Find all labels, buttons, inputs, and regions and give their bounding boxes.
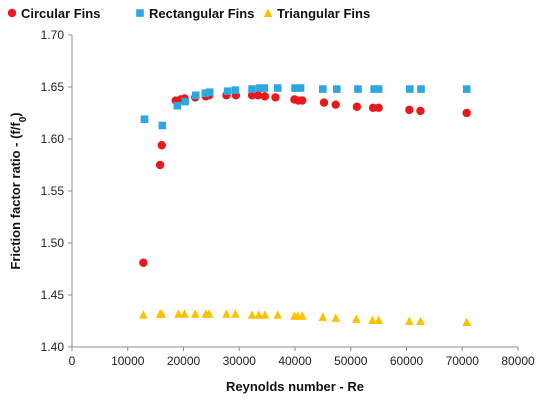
data-point-square bbox=[374, 85, 383, 93]
y-tick-label: 1.55 bbox=[41, 184, 65, 198]
data-point-triangle bbox=[404, 316, 414, 325]
x-tick-label: 20000 bbox=[167, 354, 201, 368]
x-axis-title: Reynolds number - Re bbox=[226, 379, 364, 394]
data-point-circle bbox=[155, 160, 165, 170]
data-point-circle bbox=[374, 103, 383, 113]
y-axis-title-subscript: 0 bbox=[18, 116, 29, 122]
x-tick-label: 10000 bbox=[111, 354, 145, 368]
data-point-triangle bbox=[174, 309, 183, 318]
data-point-triangle bbox=[222, 309, 231, 318]
data-point-square bbox=[273, 84, 282, 92]
data-point-circle bbox=[157, 141, 166, 150]
data-point-circle bbox=[139, 258, 148, 267]
data-point-square bbox=[158, 121, 167, 130]
x-axis-ticks: 0 10000 20000 30000 40000 50000 60000 70000 8000… bbox=[69, 347, 535, 368]
x-tick-label: 60000 bbox=[390, 354, 424, 368]
data-point-triangle bbox=[204, 309, 214, 318]
data-point-triangle bbox=[139, 310, 148, 319]
data-point-square bbox=[191, 91, 200, 100]
data-points bbox=[139, 84, 472, 327]
data-point-square bbox=[181, 97, 189, 106]
plot-area: 0 10000 20000 30000 40000 50000 60000 70000 8000… bbox=[41, 28, 535, 368]
data-point-triangle bbox=[231, 309, 240, 318]
x-tick-label: 70000 bbox=[446, 354, 480, 368]
y-axis-title: Friction factor ratio - (f/f0) bbox=[8, 112, 29, 269]
data-point-triangle bbox=[374, 315, 383, 324]
legend-marker-triangle bbox=[263, 8, 273, 17]
series-triangle bbox=[139, 309, 472, 327]
data-point-circle bbox=[405, 105, 414, 115]
data-point-triangle bbox=[368, 315, 377, 324]
data-point-square bbox=[231, 86, 240, 94]
data-point-circle bbox=[331, 100, 340, 109]
series-circle bbox=[139, 91, 471, 267]
x-tick-label: 40000 bbox=[278, 354, 312, 368]
x-tick-label: 0 bbox=[69, 354, 76, 368]
data-point-circle bbox=[298, 96, 307, 105]
data-point-triangle bbox=[180, 309, 189, 318]
data-point-circle bbox=[352, 102, 362, 111]
x-tick-label: 50000 bbox=[334, 354, 368, 368]
y-axis-ticks: 1.40 1.45 1.50 1.55 1.60 1.65 1.70 bbox=[41, 28, 72, 354]
data-point-triangle bbox=[318, 312, 328, 321]
data-point-triangle bbox=[247, 310, 257, 319]
legend-item: Rectangular Fins bbox=[136, 6, 254, 21]
x-tick-label: 80000 bbox=[501, 354, 535, 368]
data-point-square bbox=[173, 101, 182, 110]
data-point-square bbox=[333, 85, 341, 93]
data-point-square bbox=[462, 85, 471, 93]
data-point-square bbox=[319, 85, 327, 93]
data-point-square bbox=[296, 84, 305, 92]
data-point-square bbox=[260, 84, 269, 92]
x-tick-label: 30000 bbox=[223, 354, 257, 368]
data-point-triangle bbox=[157, 309, 167, 318]
data-point-square bbox=[370, 85, 378, 93]
data-point-circle bbox=[260, 92, 270, 101]
legend: Circular Fins Rectangular Fins Triangular … bbox=[7, 6, 370, 21]
data-point-square bbox=[354, 85, 362, 93]
data-point-square bbox=[248, 85, 256, 93]
data-point-circle bbox=[416, 106, 425, 116]
y-tick-label: 1.65 bbox=[41, 80, 65, 94]
series-square bbox=[140, 84, 471, 130]
data-point-square bbox=[223, 87, 232, 95]
y-axis-title-prefix: Friction factor ratio - (f/f bbox=[8, 122, 23, 270]
data-point-circle bbox=[271, 93, 280, 102]
data-point-triangle bbox=[260, 310, 270, 319]
legend-label: Triangular Fins bbox=[277, 6, 370, 21]
y-tick-label: 1.40 bbox=[41, 340, 65, 354]
y-tick-label: 1.45 bbox=[41, 288, 65, 302]
legend-item: Circular Fins bbox=[7, 6, 100, 21]
data-point-square bbox=[140, 115, 149, 124]
y-tick-label: 1.70 bbox=[41, 28, 65, 42]
data-point-triangle bbox=[352, 314, 361, 323]
data-point-triangle bbox=[462, 317, 472, 327]
data-point-circle bbox=[254, 91, 263, 100]
data-point-triangle bbox=[273, 310, 283, 319]
data-point-square bbox=[205, 88, 214, 96]
data-point-triangle bbox=[297, 311, 307, 320]
data-point-circle bbox=[247, 91, 257, 100]
y-tick-label: 1.50 bbox=[41, 236, 65, 250]
data-point-triangle bbox=[254, 310, 264, 319]
data-point-square bbox=[417, 85, 425, 93]
legend-marker-square bbox=[136, 9, 144, 17]
y-axis-title-suffix: ) bbox=[8, 112, 23, 116]
data-point-circle bbox=[319, 98, 329, 107]
data-point-square bbox=[256, 84, 264, 92]
legend-marker-circle bbox=[7, 8, 17, 18]
data-point-square bbox=[291, 84, 299, 92]
data-point-square bbox=[201, 89, 210, 98]
legend-label: Rectangular Fins bbox=[149, 6, 254, 21]
legend-item: Triangular Fins bbox=[263, 6, 370, 21]
data-point-triangle bbox=[190, 309, 200, 318]
legend-label: Circular Fins bbox=[21, 6, 100, 21]
data-point-square bbox=[406, 85, 414, 93]
data-point-triangle bbox=[331, 313, 340, 322]
data-point-triangle bbox=[416, 316, 425, 325]
data-point-circle bbox=[462, 108, 471, 118]
y-tick-label: 1.60 bbox=[41, 132, 65, 146]
